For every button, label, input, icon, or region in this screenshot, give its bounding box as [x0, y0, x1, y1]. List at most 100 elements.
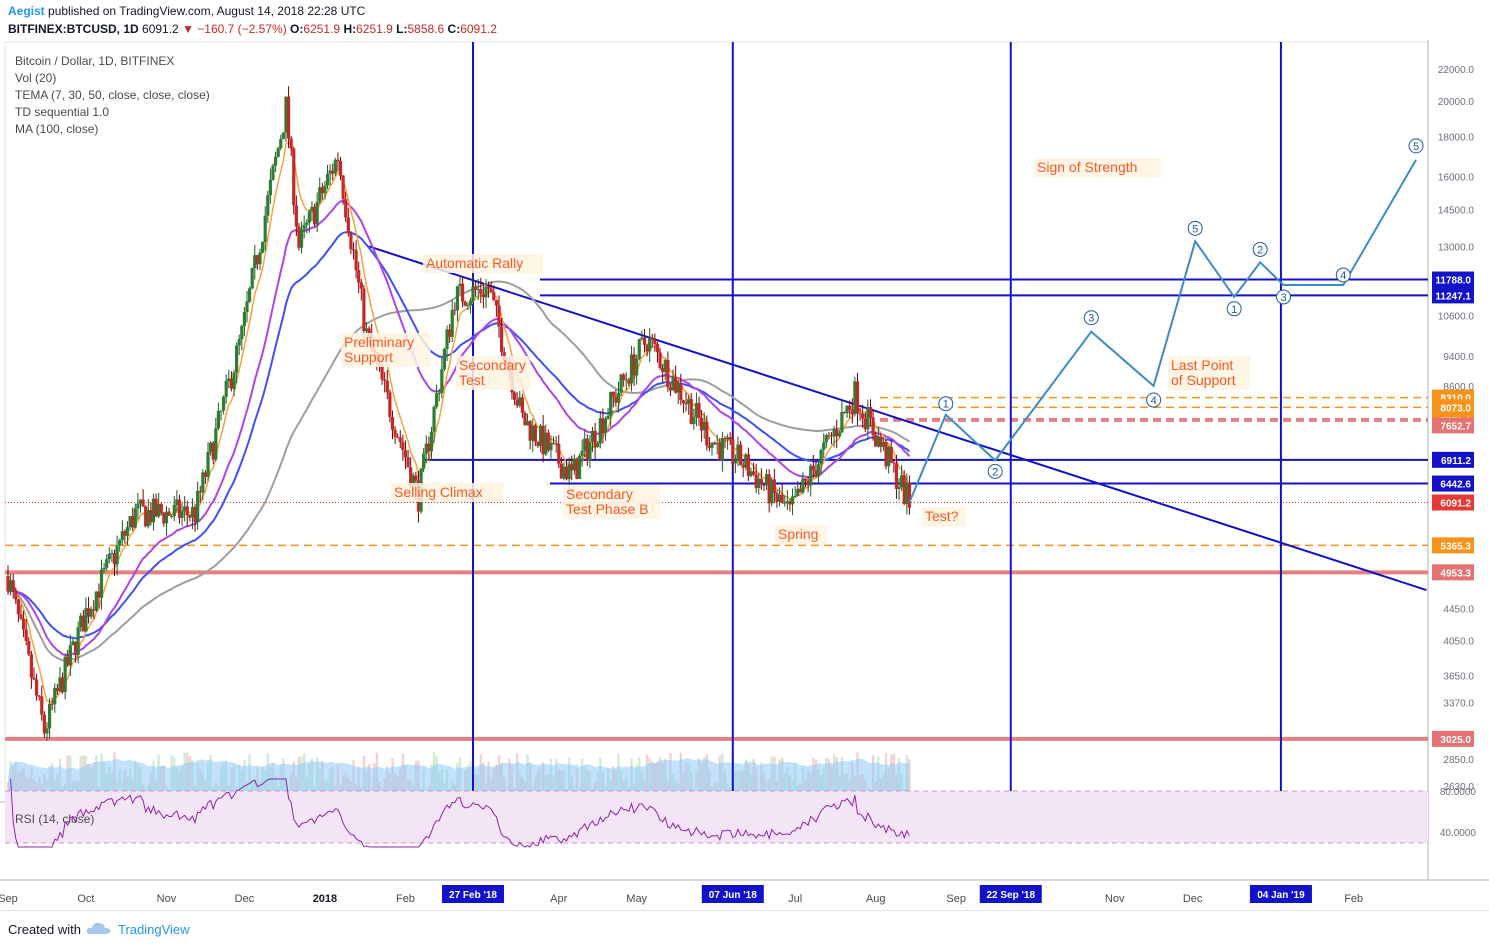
price-chart[interactable]: 1 2 3 4 5 1 2 3 4 5 Automatic Rally PreliminarySupp…: [0, 40, 1489, 910]
candle-body: [429, 431, 434, 452]
candle-body: [299, 229, 304, 248]
candle-body: [383, 379, 387, 381]
candle-body: [855, 381, 860, 414]
candle-body: [770, 479, 774, 504]
candle-body: [453, 309, 457, 311]
candle-body: [798, 488, 802, 493]
candle-body: [183, 506, 187, 512]
candle-body: [876, 436, 880, 447]
candle-body: [603, 418, 608, 434]
candle-body: [720, 438, 725, 461]
candle-body: [497, 305, 501, 327]
price-tag-bg: [1432, 451, 1474, 468]
candle-body: [99, 569, 104, 598]
price-tick-label: 3650.0: [1443, 671, 1474, 682]
candle-body: [294, 205, 298, 227]
candle-body: [835, 429, 839, 437]
author-link[interactable]: Aegist: [8, 4, 45, 18]
candle-body: [697, 402, 701, 419]
low-value: 5858.6: [407, 22, 445, 36]
candle-body: [892, 462, 896, 464]
annotation-text: Test: [459, 372, 485, 388]
candle-body: [107, 553, 111, 560]
price-tag-label: 5365.3: [1440, 541, 1471, 552]
wave-label-circle: [1226, 301, 1242, 317]
candle-body: [692, 417, 696, 424]
candle-body: [814, 470, 818, 477]
candle-body: [159, 504, 163, 514]
price-tick-label: 20000.0: [1438, 97, 1475, 108]
candle-body: [284, 96, 288, 133]
candle-body: [536, 441, 540, 446]
date-tag-bg: [442, 885, 505, 903]
wave-label: 4: [1340, 270, 1346, 282]
candle-body: [894, 463, 899, 489]
candle-body: [198, 490, 202, 493]
candle-body: [97, 591, 101, 598]
candle-body: [614, 396, 618, 403]
tradingview-brand-link[interactable]: TradingView: [118, 922, 190, 937]
price-axis: 22000.0 20000.0 18000.0 16000.0 14500.0 13000…: [1432, 65, 1474, 793]
annotation-text: Preliminary: [344, 334, 414, 350]
candle-body: [115, 545, 119, 565]
candle-body: [279, 139, 283, 149]
candle-body: [367, 328, 371, 335]
candle-body: [455, 286, 460, 311]
candle-body: [650, 337, 654, 340]
candle-body: [201, 472, 205, 493]
rsi-legend: RSI (14, close): [15, 812, 94, 826]
wave-label: 5: [1192, 223, 1198, 235]
candle-body: [850, 409, 854, 415]
legend-item: MA (100, close): [15, 122, 99, 136]
candle-body: [671, 376, 675, 391]
candle-body: [845, 405, 849, 414]
volume-bar: [908, 759, 911, 802]
candle-body: [442, 349, 447, 370]
candle-body: [328, 170, 332, 174]
candle-body: [874, 435, 878, 447]
candle-body: [222, 396, 226, 411]
candle-body: [357, 270, 361, 283]
candle-body: [624, 379, 628, 381]
candle-body: [858, 413, 862, 415]
high-label: H:: [343, 22, 357, 36]
time-tick-label: Dec: [1183, 893, 1203, 905]
candle-body: [60, 677, 65, 692]
candle-body: [564, 466, 569, 480]
price-tag: 5365.3: [1432, 537, 1474, 554]
candle-body: [84, 608, 88, 632]
candle-body: [538, 425, 543, 446]
candle-body: [700, 418, 704, 431]
price-tag: 8073.0: [1432, 399, 1474, 416]
date-tag-label: 04 Jan '19: [1257, 890, 1305, 901]
candle-body: [471, 286, 475, 301]
candle-body: [266, 195, 270, 216]
candle-body: [245, 301, 249, 313]
candle-body: [687, 399, 691, 405]
candle-body: [437, 392, 441, 394]
rsi-tick-label: 80.0000: [1440, 787, 1477, 798]
candle-body: [757, 478, 761, 489]
candle-body: [24, 629, 28, 642]
candle-body: [575, 458, 579, 479]
candle-body: [32, 677, 36, 680]
price-tag: 6911.2: [1432, 451, 1474, 468]
candle-body: [822, 442, 826, 450]
candle-body: [718, 442, 722, 461]
candle-body: [133, 508, 137, 528]
candle-body: [73, 641, 78, 656]
candle-body: [819, 449, 823, 465]
price-tag-bg: [1432, 494, 1474, 511]
candle-body: [725, 437, 730, 440]
candle-body: [310, 206, 314, 212]
candle-body: [642, 337, 647, 345]
candle-body: [900, 475, 904, 488]
annotation-text: Test?: [925, 508, 959, 524]
candle-body: [362, 288, 366, 332]
candle-body: [53, 687, 57, 705]
time-tick-label: Feb: [1344, 893, 1363, 905]
candle-body: [544, 432, 548, 455]
date-tag: 22 Sep '18: [979, 885, 1042, 903]
candle-body: [905, 483, 909, 505]
wave-label: 3: [1280, 292, 1286, 304]
